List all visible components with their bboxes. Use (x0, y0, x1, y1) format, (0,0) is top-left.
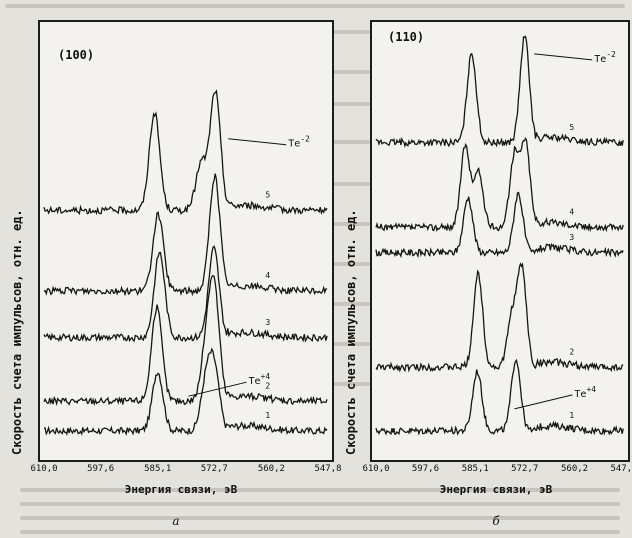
spectrum-line-2 (375, 262, 624, 373)
x-axis-label-a: Энергия связи, эВ (124, 483, 238, 496)
spectrum-line-5 (375, 35, 624, 148)
spectrum-line-4 (43, 173, 328, 297)
annotation-te: Te-2 (594, 50, 616, 65)
spectrum-panel-b: 1 2 3 4 5 Te-2 Te+4 (110) (370, 20, 630, 462)
annotation-te: Te-2 (288, 135, 310, 150)
spectrum-line-2 (43, 274, 328, 407)
x-tick-label: 597,6 (87, 464, 115, 474)
series-label-1: 1 (265, 411, 270, 420)
x-tick-label: 585,1 (461, 464, 489, 474)
spectrum-line-1 (43, 347, 328, 436)
series-label-4: 4 (265, 271, 270, 280)
x-tick-label: 585,1 (144, 464, 172, 474)
x-tick-label: 597,6 (411, 464, 439, 474)
spectrum-line-5 (43, 89, 328, 216)
caption-b: б (492, 514, 500, 528)
x-tick-label: 547,8 (610, 464, 632, 474)
x-tick-label: 610,0 (362, 464, 390, 474)
spectrum-line-3 (375, 191, 624, 259)
annotation-connector (188, 381, 247, 397)
series-label-2: 2 (265, 381, 270, 390)
annotation-connector (228, 138, 287, 146)
annotation-connector (514, 394, 573, 410)
series-label-3: 3 (569, 233, 574, 242)
series-label-1: 1 (569, 411, 574, 420)
x-axis-label-b: Энергия связи, эВ (439, 483, 553, 496)
spectrum-line-4 (375, 136, 624, 233)
panel-title-a: (100) (58, 48, 95, 62)
series-label-2: 2 (569, 348, 574, 357)
spectrum-plot-b: 1 2 3 4 5 Te-2 Te+4 (375, 35, 624, 436)
x-tick-label: 572,7 (511, 464, 539, 474)
caption-a: а (172, 514, 180, 528)
y-axis-label-a: Скорость счета импульсов, отн. ед. (10, 209, 24, 455)
series-label-5: 5 (265, 191, 270, 200)
annotation-te: Te+4 (574, 385, 596, 400)
y-axis-label-b: Скорость счета импульсов, отн. ед. (344, 209, 358, 455)
spectrum-line-1 (375, 358, 624, 436)
spectrum-line-3 (43, 245, 328, 343)
x-tick-label: 572,7 (200, 464, 228, 474)
x-tick-label: 560,2 (257, 464, 285, 474)
spectrum-panel-a: 1 2 3 4 5 Te-2 Te+4 (100) (38, 20, 334, 462)
x-tick-label: 610,0 (30, 464, 58, 474)
panel-title-b: (110) (388, 30, 425, 44)
series-label-4: 4 (569, 208, 574, 217)
series-label-3: 3 (265, 318, 270, 327)
x-tick-label: 547,8 (314, 464, 342, 474)
annotation-connector (534, 53, 593, 61)
x-tick-label: 560,2 (561, 464, 589, 474)
series-label-5: 5 (569, 123, 574, 132)
